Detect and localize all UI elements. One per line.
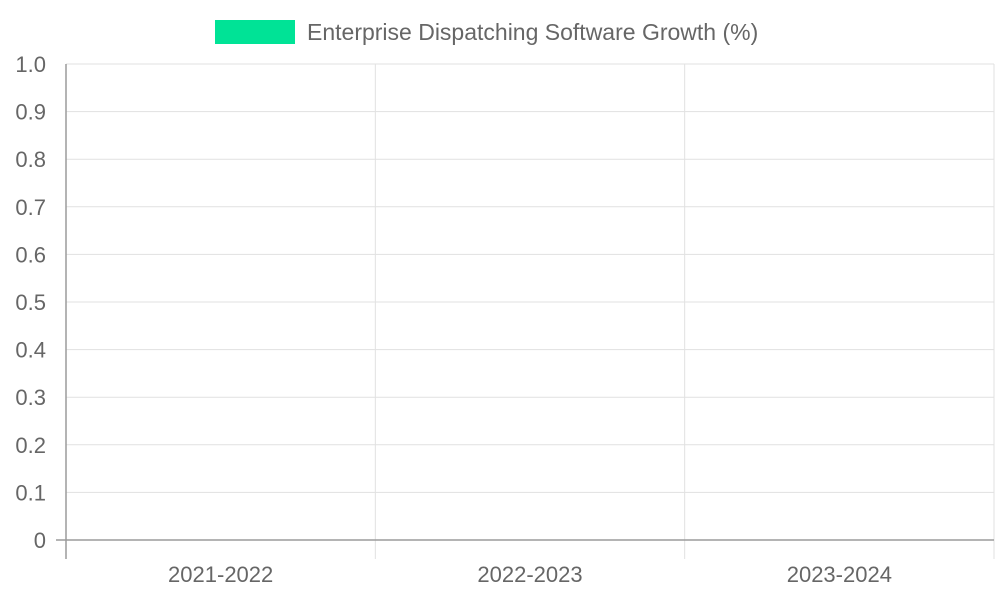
y-tick-label: 0.4 [15,338,46,363]
y-axis-ticks: 0 0.1 0.2 0.3 0.4 0.5 0.6 0.7 0.8 0.9 1.0 [15,52,46,553]
y-tick-label: 0.6 [15,242,46,267]
x-tick-label: 2023-2024 [787,562,892,587]
y-tick-label: 1.0 [15,52,46,77]
y-tick-label: 0.1 [15,480,46,505]
axes [56,64,994,541]
y-tick-label: 0.7 [15,195,46,220]
legend[interactable]: Enterprise Dispatching Software Growth (… [215,19,758,45]
y-tick-label: 0 [34,528,46,553]
x-tick-label: 2021-2022 [168,562,273,587]
grid [65,63,995,559]
y-tick-label: 0.3 [15,385,46,410]
y-tick-label: 0.5 [15,290,46,315]
x-tick-label: 2022-2023 [477,562,582,587]
y-tick-label: 0.2 [15,433,46,458]
y-tick-label: 0.8 [15,147,46,172]
legend-swatch-growth [215,20,295,44]
legend-label-growth: Enterprise Dispatching Software Growth (… [307,19,758,45]
x-axis-ticks: 2021-2022 2022-2023 2023-2024 [168,562,892,587]
y-tick-label: 0.9 [15,100,46,125]
